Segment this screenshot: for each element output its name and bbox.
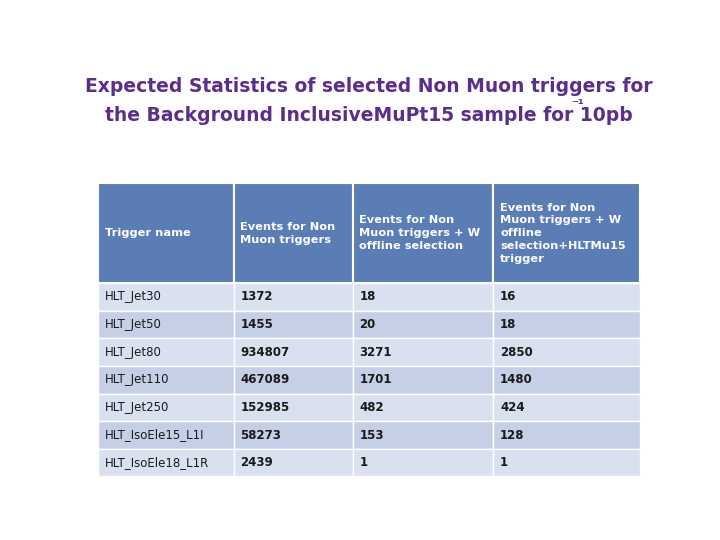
Bar <box>353 394 493 421</box>
Bar <box>234 366 353 394</box>
Text: 1372: 1372 <box>240 291 273 303</box>
Bar <box>99 183 234 283</box>
Text: 18: 18 <box>500 318 516 331</box>
Text: 1: 1 <box>500 456 508 469</box>
Bar <box>99 283 234 310</box>
Text: 153: 153 <box>359 429 384 442</box>
Text: HLT_Jet250: HLT_Jet250 <box>105 401 169 414</box>
Text: HLT_Jet30: HLT_Jet30 <box>105 291 162 303</box>
Bar <box>234 310 353 339</box>
Text: ⁻¹: ⁻¹ <box>571 98 584 111</box>
Bar <box>353 339 493 366</box>
Text: 934807: 934807 <box>240 346 289 359</box>
Bar <box>234 183 353 283</box>
Bar <box>99 394 234 421</box>
Bar <box>353 283 493 310</box>
Bar <box>353 366 493 394</box>
Text: 482: 482 <box>359 401 384 414</box>
Text: Expected Statistics of selected Non Muon triggers for: Expected Statistics of selected Non Muon… <box>85 77 653 96</box>
Text: HLT_Jet80: HLT_Jet80 <box>105 346 162 359</box>
Bar <box>493 366 639 394</box>
Bar <box>99 310 234 339</box>
Text: 152985: 152985 <box>240 401 289 414</box>
Bar <box>234 421 353 449</box>
Text: HLT_IsoEle15_L1I: HLT_IsoEle15_L1I <box>105 429 204 442</box>
Bar <box>99 339 234 366</box>
Text: Events for Non
Muon triggers + W
offline
selection+HLTMu15
trigger: Events for Non Muon triggers + W offline… <box>500 202 626 264</box>
Text: 1455: 1455 <box>240 318 274 331</box>
Text: Trigger name: Trigger name <box>105 228 191 238</box>
Text: Events for Non
Muon triggers + W
offline selection: Events for Non Muon triggers + W offline… <box>359 215 480 251</box>
Bar <box>353 310 493 339</box>
Bar <box>493 394 639 421</box>
Text: 58273: 58273 <box>240 429 282 442</box>
Text: 128: 128 <box>500 429 525 442</box>
Text: 20: 20 <box>359 318 376 331</box>
Bar <box>353 421 493 449</box>
Text: Events for Non
Muon triggers: Events for Non Muon triggers <box>240 222 336 245</box>
Bar <box>493 339 639 366</box>
Bar <box>99 366 234 394</box>
Text: 2850: 2850 <box>500 346 533 359</box>
Text: 424: 424 <box>500 401 525 414</box>
Bar <box>493 449 639 476</box>
Text: 3271: 3271 <box>359 346 392 359</box>
Text: HLT_Jet110: HLT_Jet110 <box>105 373 170 386</box>
Bar <box>234 283 353 310</box>
Text: the Background InclusiveMuPt15 sample for 10pb: the Background InclusiveMuPt15 sample fo… <box>105 105 633 125</box>
Bar <box>234 339 353 366</box>
Text: 467089: 467089 <box>240 373 289 386</box>
Bar <box>353 183 493 283</box>
Text: 1480: 1480 <box>500 373 533 386</box>
Bar <box>493 421 639 449</box>
Bar <box>353 449 493 476</box>
Text: 16: 16 <box>500 291 516 303</box>
Text: HLT_IsoEle18_L1R: HLT_IsoEle18_L1R <box>105 456 210 469</box>
Text: 2439: 2439 <box>240 456 273 469</box>
Bar <box>234 449 353 476</box>
Text: 18: 18 <box>359 291 376 303</box>
Text: 1: 1 <box>359 456 368 469</box>
Bar <box>493 183 639 283</box>
Bar <box>99 449 234 476</box>
Text: 1701: 1701 <box>359 373 392 386</box>
Bar <box>493 283 639 310</box>
Bar <box>234 394 353 421</box>
Text: HLT_Jet50: HLT_Jet50 <box>105 318 162 331</box>
Bar <box>493 310 639 339</box>
Bar <box>99 421 234 449</box>
